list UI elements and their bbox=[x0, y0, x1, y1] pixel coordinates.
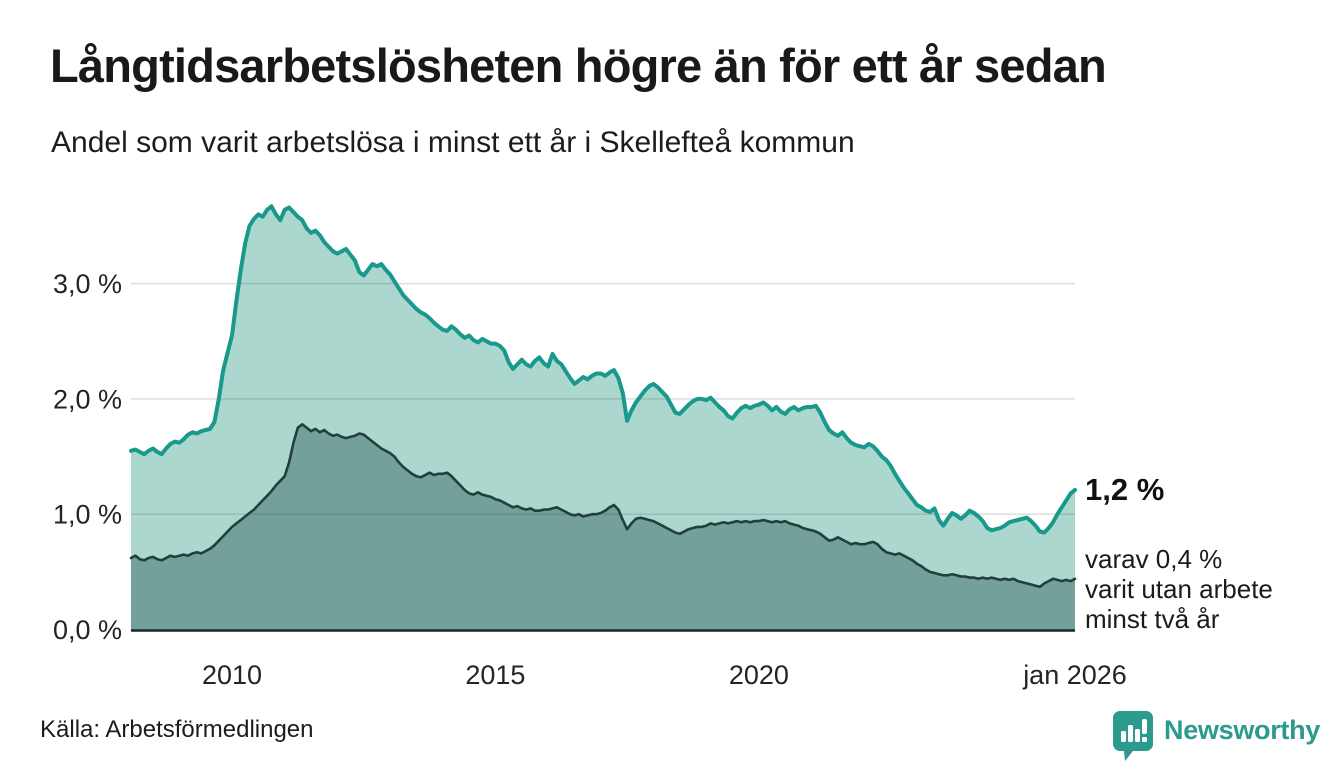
x-tick-label: 2020 bbox=[729, 660, 789, 690]
x-tick-label: jan 2026 bbox=[1022, 660, 1127, 690]
area-fill bbox=[131, 424, 1075, 630]
source-caption: Källa: Arbetsförmedlingen bbox=[40, 716, 314, 743]
one-year-line bbox=[129, 204, 1077, 535]
y-tick-label: 0,0 % bbox=[53, 615, 122, 645]
two-year-line bbox=[129, 422, 1077, 589]
y-tick-label: 2,0 % bbox=[53, 384, 122, 414]
y-tick-label: 1,0 % bbox=[53, 500, 122, 530]
x-tick-label: 2010 bbox=[202, 660, 262, 690]
y-tick-label: 3,0 % bbox=[53, 269, 122, 299]
sub-annotation: varav 0,4 % varit utan arbete minst två … bbox=[1085, 544, 1273, 634]
newsworthy-logo[interactable]: Newsworthy bbox=[1112, 710, 1320, 762]
newsworthy-bubble-icon bbox=[1113, 711, 1153, 761]
newsworthy-logo-text: Newsworthy bbox=[1164, 715, 1321, 745]
latest-value-annotation: 1,2 % bbox=[1085, 472, 1165, 507]
sub-annotation-line: minst två år bbox=[1085, 604, 1220, 634]
sub-annotation-line: varit utan arbete bbox=[1085, 574, 1273, 604]
page-subtitle: Andel som varit arbetslösa i minst ett å… bbox=[51, 126, 855, 159]
x-tick-label: 2015 bbox=[465, 660, 525, 690]
sub-annotation-line: varav 0,4 % bbox=[1085, 544, 1223, 574]
page-title: Långtidsarbetslösheten högre än för ett … bbox=[50, 39, 1107, 92]
